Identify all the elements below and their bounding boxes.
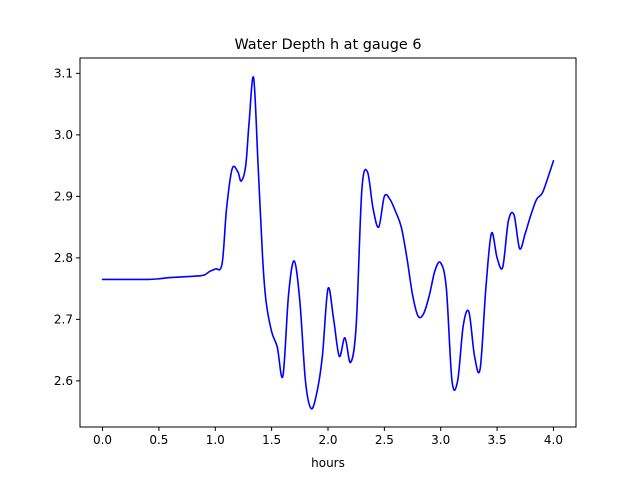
x-tick-label: 2.5 <box>375 433 394 447</box>
x-tick-label: 1.5 <box>262 433 281 447</box>
y-tick-label: 2.7 <box>54 312 73 326</box>
x-tick-label: 3.0 <box>431 433 450 447</box>
y-tick-label: 2.9 <box>54 189 73 203</box>
x-axis-label: hours <box>311 456 345 470</box>
y-tick-label: 3.1 <box>54 66 73 80</box>
y-tick-label: 3.0 <box>54 128 73 142</box>
chart-title: Water Depth h at gauge 6 <box>234 37 421 53</box>
x-tick-label: 1.0 <box>206 433 225 447</box>
y-tick-label: 2.8 <box>54 251 73 265</box>
water-depth-series-line <box>101 76 555 410</box>
x-tick-label: 4.0 <box>544 433 563 447</box>
x-axis: 0.0 0.5 1.0 1.5 2.0 2.5 3.0 3.5 4.0 <box>93 427 563 447</box>
x-tick-label: 2.0 <box>318 433 337 447</box>
x-tick-label: 0.0 <box>93 433 112 447</box>
x-tick-label: 0.5 <box>149 433 168 447</box>
x-tick-label: 3.5 <box>488 433 507 447</box>
plot-area <box>101 76 555 410</box>
y-axis: 2.6 2.7 2.8 2.9 3.0 3.1 <box>54 66 80 388</box>
y-tick-label: 2.6 <box>54 374 73 388</box>
